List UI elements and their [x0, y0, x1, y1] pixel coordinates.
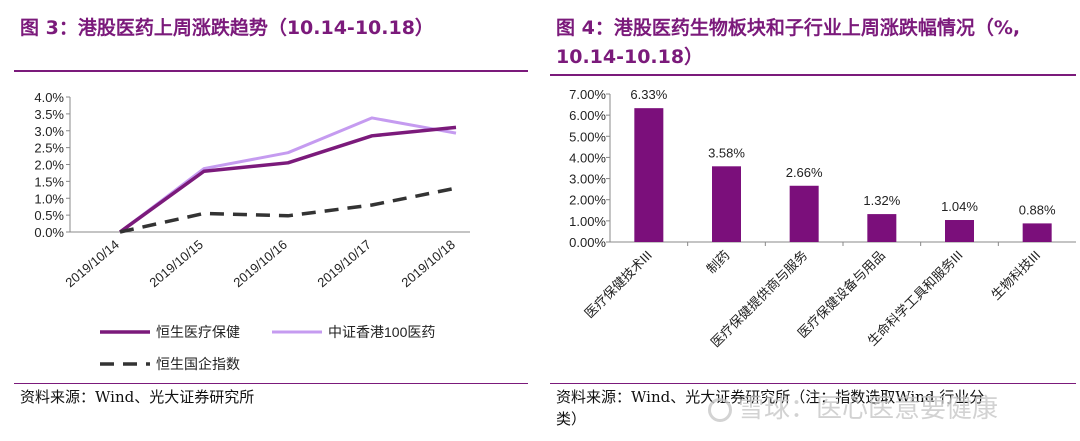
y-tick-label: 2.5% — [34, 141, 64, 156]
bar-value-label: 1.04% — [941, 199, 978, 214]
line-chart-source: 资料来源：Wind、光大证券研究所 — [20, 388, 255, 406]
legend-label-2: 中证香港100医药 — [328, 324, 435, 340]
bar-6 — [1022, 223, 1052, 242]
bar-value-label: 2.66% — [786, 165, 823, 180]
bar-chart-source-line2: 类） — [556, 410, 587, 428]
x-tick-label: 2019/10/17 — [314, 237, 373, 290]
y-tick-label: 2.00% — [569, 193, 606, 208]
x-tick-label: 生物科技III — [988, 248, 1043, 303]
x-tick-label: 2019/10/15 — [146, 237, 205, 290]
x-tick-label: 制药 — [704, 248, 733, 277]
bar-value-label: 1.32% — [863, 193, 900, 208]
y-tick-label: 4.0% — [34, 90, 64, 105]
bar-4 — [867, 214, 897, 242]
y-tick-label: 1.0% — [34, 191, 64, 206]
line-chart-title: 图 3：港股医药上周涨跌趋势（10.14-10.18） — [20, 17, 434, 39]
series-line-1 — [118, 125, 457, 234]
title-rule — [550, 74, 1076, 76]
x-tick-label: 医疗保健技术III — [582, 248, 655, 321]
y-tick-label: 0.5% — [34, 208, 64, 223]
y-tick-label: 3.5% — [34, 107, 64, 122]
y-tick-label: 6.00% — [569, 108, 606, 123]
x-tick-label: 医疗保健设备与用品 — [795, 248, 888, 341]
bar-chart: 7.00% 6.00% 5.00% 4.00% 3.00% 2.00% 1.00% 0.00%… — [569, 87, 1076, 350]
y-tick-label: 2.0% — [34, 158, 64, 173]
bar-2 — [712, 166, 741, 242]
source-rule — [550, 383, 1076, 384]
bar-chart-panel: 图 4：港股医药生物板块和子行业上周涨跌幅情况（%, 10.14-10.18） … — [548, 0, 1080, 441]
legend-label-1: 恒生医疗保健 — [156, 324, 240, 340]
x-tick-label: 2019/10/18 — [398, 237, 457, 290]
title-rule — [14, 70, 528, 72]
y-tick-label: 1.00% — [569, 214, 606, 229]
x-tick-label: 2019/10/14 — [62, 237, 121, 290]
y-tick-label: 0.00% — [569, 235, 606, 250]
y-tick-label: 3.00% — [569, 172, 606, 187]
bar-chart-source-line1: 资料来源：Wind、光大证券研究所（注：指数选取Wind 行业分 — [556, 388, 985, 406]
line-chart: 4.0%3.5%3.0%2.5%2.0%1.5%1.0%0.5%0.0%2019… — [34, 90, 470, 372]
series-line-3 — [119, 186, 457, 234]
bar-value-label: 0.88% — [1019, 202, 1056, 217]
source-rule — [14, 383, 528, 384]
line-chart-panel: 图 3：港股医药上周涨跌趋势（10.14-10.18） 4.0% 3.5% 3.0%… — [0, 0, 530, 441]
bar-chart-source: 资料来源：Wind、光大证券研究所（注：指数选取Wind 行业分 类） — [556, 386, 1076, 430]
bar-value-label: 6.33% — [630, 87, 667, 102]
bar-1 — [634, 108, 664, 242]
y-tick-label: 3.0% — [34, 124, 64, 139]
watermark-text: 雪球：医心医意要健康 — [738, 394, 999, 424]
bar-chart-title-line1: 图 4：港股医药生物板块和子行业上周涨跌幅情况（%, — [556, 17, 1021, 39]
legend-label-3: 恒生国企指数 — [156, 356, 240, 372]
bar-value-label: 3.58% — [708, 145, 745, 160]
y-tick-label: 0.0% — [34, 225, 64, 240]
x-tick-label: 2019/10/16 — [230, 237, 289, 290]
y-tick-label: 1.5% — [34, 174, 64, 189]
watermark: 雪球：医心医意要健康 — [708, 388, 998, 425]
y-tick-label: 7.00% — [569, 87, 606, 102]
bar-chart-title: 图 4：港股医药生物板块和子行业上周涨跌幅情况（%, 10.14-10.18） — [556, 14, 1066, 72]
y-tick-label: 4.00% — [569, 150, 606, 165]
snowball-logo-icon — [708, 397, 732, 422]
bar-chart-title-line2: 10.14-10.18） — [556, 46, 704, 68]
y-tick-label: 5.00% — [569, 129, 606, 144]
bar-3 — [789, 185, 819, 242]
bar-5 — [945, 220, 974, 242]
